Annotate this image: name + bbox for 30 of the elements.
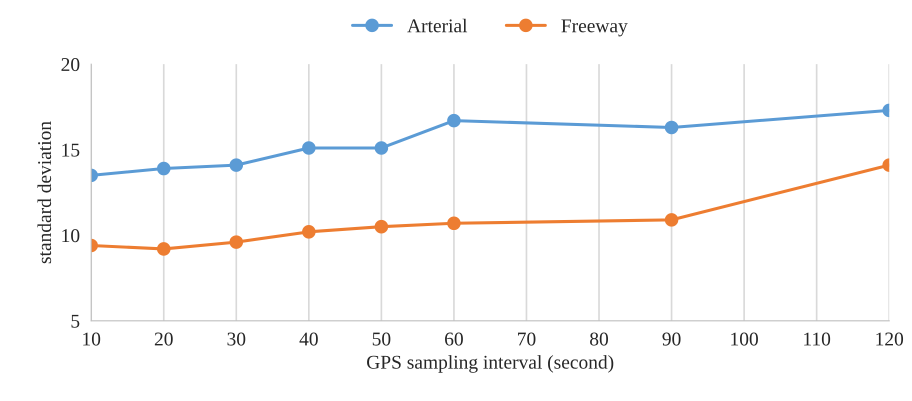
y-axis-title: standard deviation [37, 121, 52, 264]
x-tick-label: 10 [83, 332, 100, 346]
x-tick-label: 60 [445, 332, 463, 346]
point [447, 216, 461, 230]
point [374, 220, 388, 234]
x-tick-label: 50 [372, 332, 390, 346]
x-tick-label: 120 [876, 332, 904, 346]
point [156, 162, 171, 176]
point [156, 242, 171, 256]
legend-label: Freeway [561, 19, 628, 36]
point [230, 158, 244, 172]
y-tick-label: 5 [71, 314, 80, 328]
y-tick-label: 15 [62, 144, 80, 157]
point [230, 235, 244, 249]
x-tick-label: 20 [154, 332, 173, 346]
y-tick-label: 10 [62, 229, 80, 242]
x-tick-label: 100 [731, 332, 758, 346]
x-tick-label: 70 [518, 332, 536, 346]
point [302, 141, 316, 155]
x-tick-label: 40 [299, 332, 318, 346]
point [374, 141, 388, 155]
x-tick-label: 110 [804, 332, 830, 346]
x-tick-label: 80 [590, 332, 608, 346]
y-tick-label: 20 [62, 58, 80, 72]
x-tick-label: 90 [662, 332, 681, 346]
point [302, 225, 316, 239]
legend-label: Arterial [407, 18, 468, 32]
x-axis-title: GPS sampling interval (second) [367, 355, 614, 373]
x-tick-label: 30 [228, 332, 246, 346]
point [447, 114, 461, 128]
